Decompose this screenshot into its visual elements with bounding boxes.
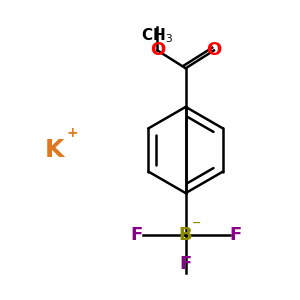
Text: O: O [206, 41, 221, 59]
Text: F: F [230, 226, 242, 244]
Text: B: B [179, 226, 193, 244]
Text: K: K [45, 138, 64, 162]
Text: F: F [179, 255, 192, 273]
Text: −: − [192, 218, 202, 228]
Text: O: O [150, 41, 165, 59]
Text: F: F [130, 226, 142, 244]
Text: CH$_3$: CH$_3$ [141, 27, 173, 45]
Text: +: + [67, 126, 78, 140]
